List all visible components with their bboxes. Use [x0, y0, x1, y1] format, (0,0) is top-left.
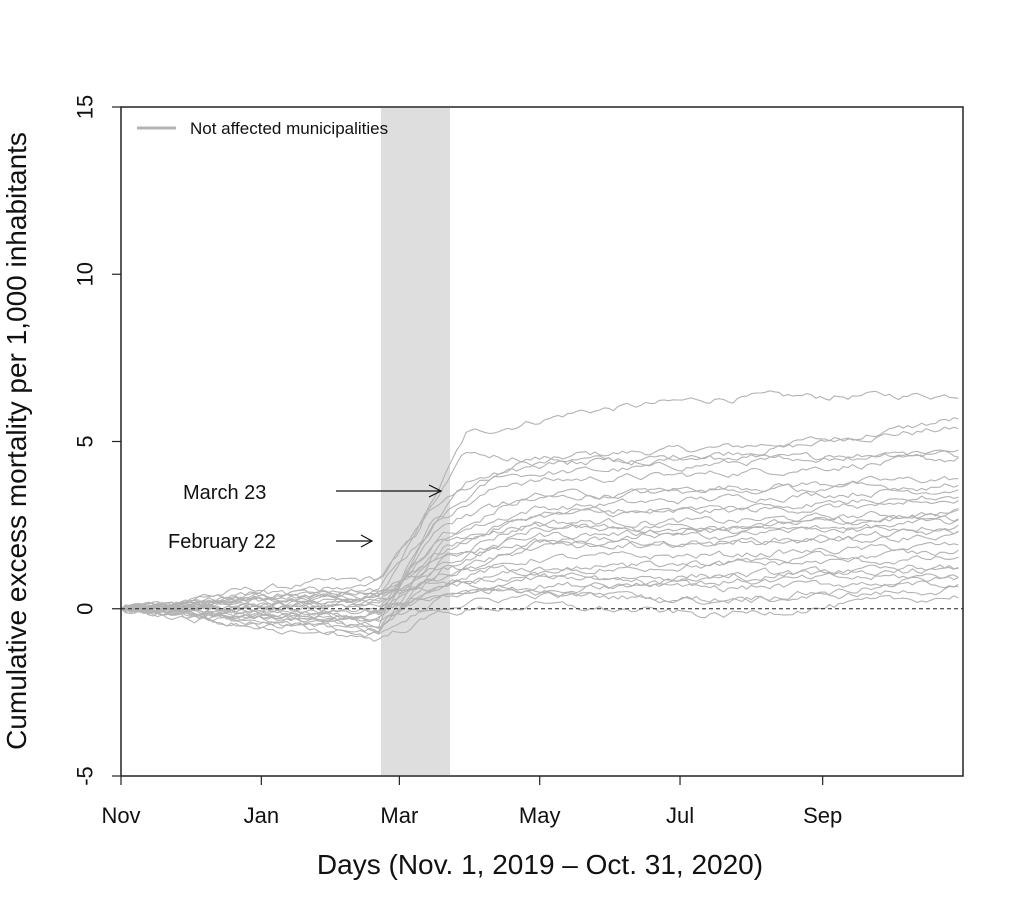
series-line-12: [120, 528, 959, 613]
series-line-13: [120, 541, 959, 623]
series-line-27: [120, 571, 959, 614]
x-tick-label: Nov: [101, 803, 140, 828]
annotation-february-22-label: February 22: [168, 531, 276, 553]
y-tick-label: 10: [73, 262, 98, 286]
series-line-2: [120, 390, 959, 610]
y-tick-label: 5: [73, 435, 98, 447]
series-line-6: [120, 475, 959, 633]
annotation-february-22-arrowhead: [360, 534, 374, 548]
series-line-20: [120, 509, 959, 615]
series-line-11: [120, 524, 959, 614]
x-tick-label: Sep: [803, 803, 842, 828]
x-axis: Nov Jan Mar May Jul Sep: [101, 776, 842, 828]
series-line-19: [120, 594, 959, 642]
y-tick-label: 15: [73, 95, 98, 119]
shaded-period: [380, 108, 450, 775]
annotation-february-22: February 22: [168, 531, 374, 553]
series-line-14: [120, 555, 959, 630]
series-line-21: [120, 495, 959, 616]
series-line-24: [121, 564, 959, 622]
series-line-25: [120, 518, 959, 610]
series-line-17: [120, 580, 959, 623]
legend-label: Not affected municipalities: [190, 119, 388, 138]
legend: Not affected municipalities: [137, 119, 388, 138]
plot-frame: [120, 106, 964, 777]
x-tick-label: May: [519, 803, 561, 828]
annotation-march-23-arrowhead: [428, 484, 443, 498]
y-tick-label: -5: [73, 766, 98, 786]
series-line-18: [120, 581, 959, 610]
annotation-march-23: March 23: [183, 482, 443, 504]
series-line-10: [120, 514, 959, 636]
x-axis-title: Days (Nov. 1, 2019 – Oct. 31, 2020): [317, 849, 763, 880]
series-line-23: [120, 548, 959, 614]
series-line-5: [120, 454, 959, 610]
annotation-march-23-label: March 23: [183, 482, 266, 504]
y-axis-title: Cumulative excess mortality per 1,000 in…: [1, 132, 32, 750]
series-line-26: [120, 531, 959, 634]
x-tick-label: Jan: [244, 803, 279, 828]
series-line-28: [120, 450, 959, 612]
x-tick-label: Jul: [666, 803, 694, 828]
y-tick-label: 0: [73, 603, 98, 615]
shaded-period-layer: [380, 108, 450, 775]
series-line-3: [120, 417, 959, 614]
y-axis: -5 0 5 10 15: [73, 95, 121, 786]
series-lines: [120, 390, 959, 642]
x-tick-label: Mar: [380, 803, 418, 828]
series-line-16: [120, 572, 959, 612]
